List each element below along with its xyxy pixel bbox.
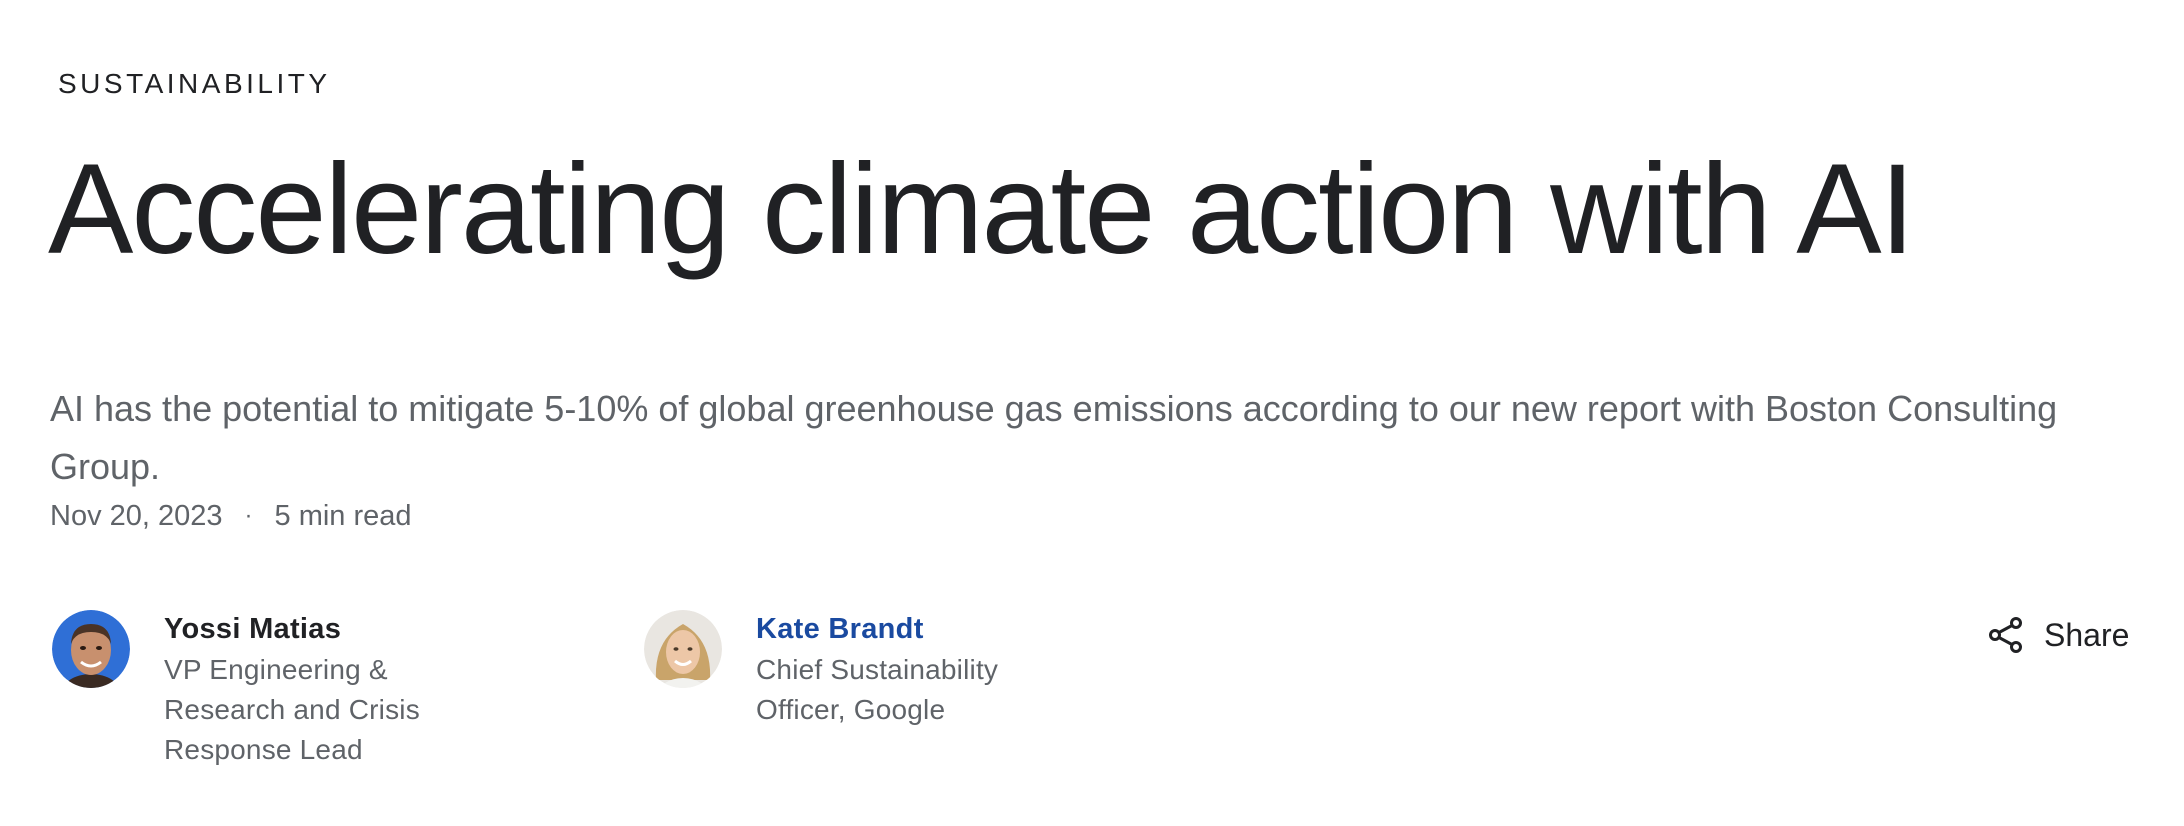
avatar-portrait-icon xyxy=(644,610,722,688)
category-label[interactable]: SUSTAINABILITY xyxy=(58,68,331,99)
avatar-portrait-icon xyxy=(52,610,130,688)
author-title: Chief Sustainability Officer, Google xyxy=(756,654,999,725)
author-name: Yossi Matias xyxy=(164,613,342,645)
author-list: Yossi Matias VP Engineering & Research a… xyxy=(52,610,1104,770)
share-button[interactable]: Share xyxy=(1986,614,2129,656)
author-name-link[interactable]: Kate Brandt xyxy=(756,613,924,645)
author-title: VP Engineering & Research and Crisis Res… xyxy=(164,654,420,765)
avatar xyxy=(644,610,722,688)
share-label: Share xyxy=(2044,617,2130,653)
read-time: 5 min read xyxy=(274,500,412,532)
author-card: Kate Brandt Chief Sustainability Officer… xyxy=(644,610,1104,770)
author-info: Kate Brandt Chief Sustainability Officer… xyxy=(756,608,1056,730)
author-info: Yossi Matias VP Engineering & Research a… xyxy=(164,608,464,770)
share-icon xyxy=(1989,617,2022,653)
article-summary: AI has the potential to mitigate 5-10% o… xyxy=(50,388,2058,487)
publish-date: Nov 20, 2023 xyxy=(50,500,223,532)
meta-separator: · xyxy=(244,502,253,529)
page-title: Accelerating climate action with AI xyxy=(48,138,1915,281)
avatar xyxy=(52,610,130,688)
author-card: Yossi Matias VP Engineering & Research a… xyxy=(52,610,644,770)
article-meta: Nov 20, 2023 · 5 min read xyxy=(50,496,412,536)
